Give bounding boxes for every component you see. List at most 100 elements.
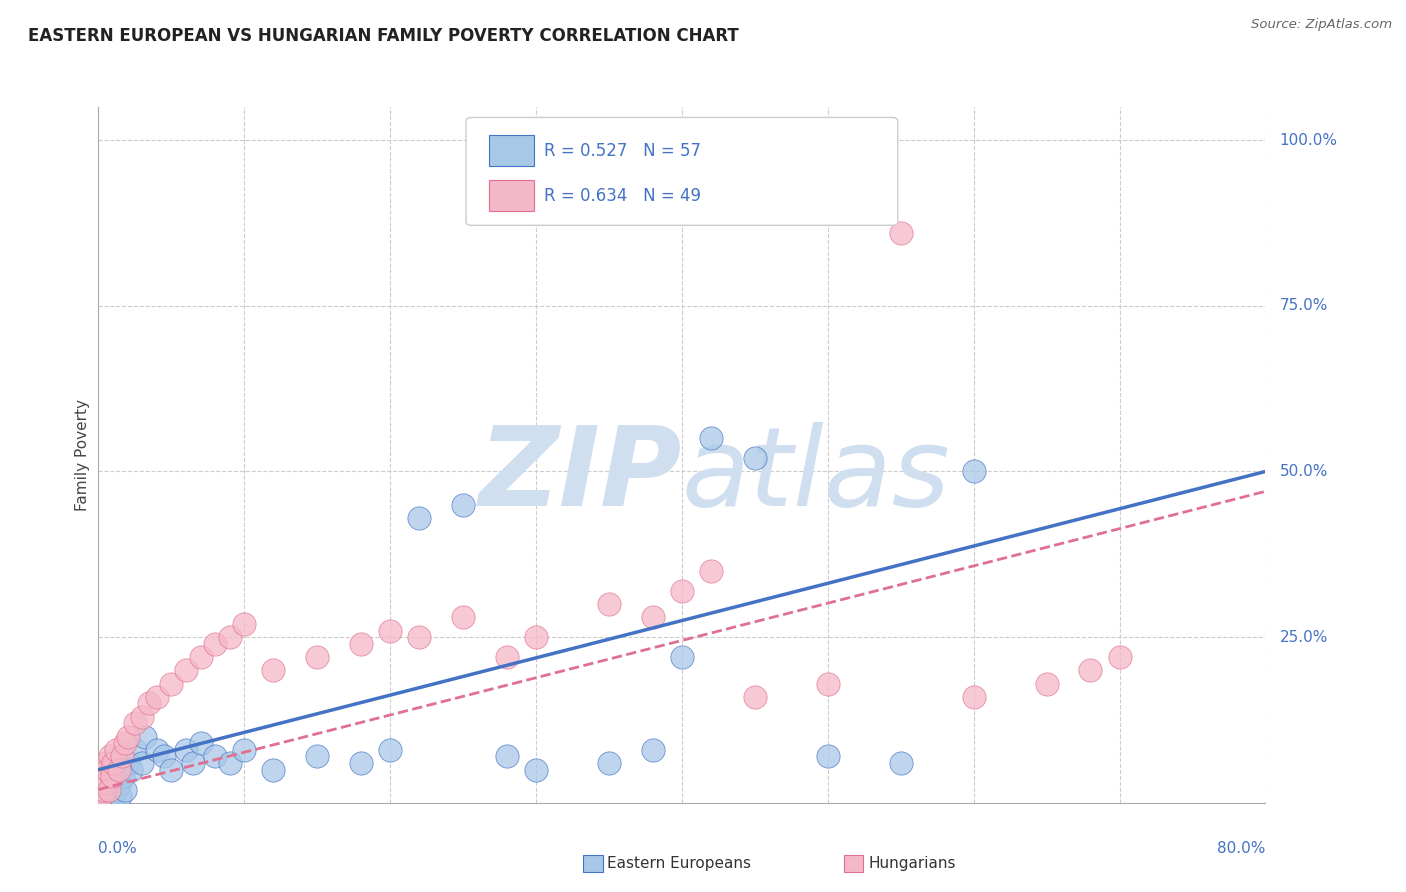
- Point: [93, 776, 115, 790]
- Point: [105, 763, 128, 777]
- Text: Eastern Europeans: Eastern Europeans: [607, 856, 751, 871]
- Point: [495, 650, 517, 665]
- Point: [160, 676, 183, 690]
- Bar: [489, 135, 534, 166]
- Point: [160, 763, 183, 777]
- Point: [204, 749, 226, 764]
- Point: [93, 769, 115, 783]
- Point: [262, 763, 284, 777]
- Point: [101, 756, 124, 770]
- Point: [108, 763, 131, 777]
- Point: [262, 663, 284, 677]
- Point: [94, 756, 117, 770]
- Point: [817, 749, 839, 764]
- Point: [598, 597, 620, 611]
- Point: [90, 789, 112, 804]
- Point: [90, 776, 112, 790]
- Point: [134, 730, 156, 744]
- Point: [744, 690, 766, 704]
- Point: [153, 749, 176, 764]
- Point: [98, 749, 121, 764]
- Point: [138, 697, 160, 711]
- Text: Source: ZipAtlas.com: Source: ZipAtlas.com: [1251, 18, 1392, 31]
- Point: [91, 782, 114, 797]
- Point: [110, 776, 132, 790]
- Text: 100.0%: 100.0%: [1279, 133, 1337, 148]
- Point: [97, 782, 120, 797]
- Point: [817, 676, 839, 690]
- Point: [641, 610, 664, 624]
- Point: [104, 743, 127, 757]
- Point: [233, 743, 256, 757]
- Point: [890, 756, 912, 770]
- Point: [100, 769, 122, 783]
- Point: [174, 663, 197, 677]
- Point: [495, 749, 517, 764]
- Point: [89, 789, 111, 804]
- Point: [131, 709, 153, 723]
- Point: [94, 769, 117, 783]
- Point: [96, 763, 118, 777]
- Point: [96, 776, 118, 790]
- Point: [1035, 676, 1057, 690]
- Point: [671, 650, 693, 665]
- Point: [91, 763, 114, 777]
- Point: [408, 511, 430, 525]
- Point: [146, 743, 169, 757]
- Point: [1108, 650, 1130, 665]
- Point: [94, 776, 117, 790]
- Text: ZIP: ZIP: [478, 422, 682, 529]
- Point: [87, 789, 110, 804]
- Point: [87, 789, 110, 804]
- Bar: [489, 180, 534, 211]
- Point: [204, 637, 226, 651]
- Point: [100, 782, 122, 797]
- Point: [90, 769, 112, 783]
- Point: [110, 789, 132, 804]
- Point: [671, 583, 693, 598]
- Text: EASTERN EUROPEAN VS HUNGARIAN FAMILY POVERTY CORRELATION CHART: EASTERN EUROPEAN VS HUNGARIAN FAMILY POV…: [28, 27, 740, 45]
- Point: [598, 756, 620, 770]
- Point: [408, 630, 430, 644]
- Point: [350, 756, 373, 770]
- Point: [89, 782, 111, 797]
- Point: [111, 749, 134, 764]
- Text: 50.0%: 50.0%: [1279, 464, 1327, 479]
- Point: [97, 769, 120, 783]
- Point: [700, 564, 723, 578]
- Point: [131, 756, 153, 770]
- Point: [700, 431, 723, 445]
- Point: [98, 789, 121, 804]
- Point: [890, 226, 912, 240]
- Point: [744, 451, 766, 466]
- Point: [112, 769, 135, 783]
- Point: [104, 782, 127, 797]
- Text: R = 0.527   N = 57: R = 0.527 N = 57: [544, 142, 702, 160]
- Point: [89, 782, 111, 797]
- Text: 0.0%: 0.0%: [98, 841, 138, 856]
- Point: [350, 637, 373, 651]
- Point: [93, 786, 115, 800]
- Text: R = 0.634   N = 49: R = 0.634 N = 49: [544, 187, 702, 205]
- Text: 80.0%: 80.0%: [1218, 841, 1265, 856]
- Point: [307, 749, 329, 764]
- Point: [89, 776, 111, 790]
- Point: [90, 786, 112, 800]
- Point: [378, 624, 402, 638]
- Text: atlas: atlas: [682, 422, 950, 529]
- Text: Hungarians: Hungarians: [869, 856, 956, 871]
- Point: [190, 736, 212, 750]
- Y-axis label: Family Poverty: Family Poverty: [75, 399, 90, 511]
- Point: [96, 786, 118, 800]
- Point: [962, 690, 984, 704]
- Point: [218, 756, 240, 770]
- Point: [101, 789, 124, 804]
- Point: [378, 743, 402, 757]
- FancyBboxPatch shape: [465, 118, 898, 226]
- Point: [114, 782, 136, 797]
- Point: [94, 782, 117, 797]
- Point: [451, 610, 474, 624]
- Point: [100, 769, 122, 783]
- Text: 25.0%: 25.0%: [1279, 630, 1327, 645]
- Point: [101, 776, 124, 790]
